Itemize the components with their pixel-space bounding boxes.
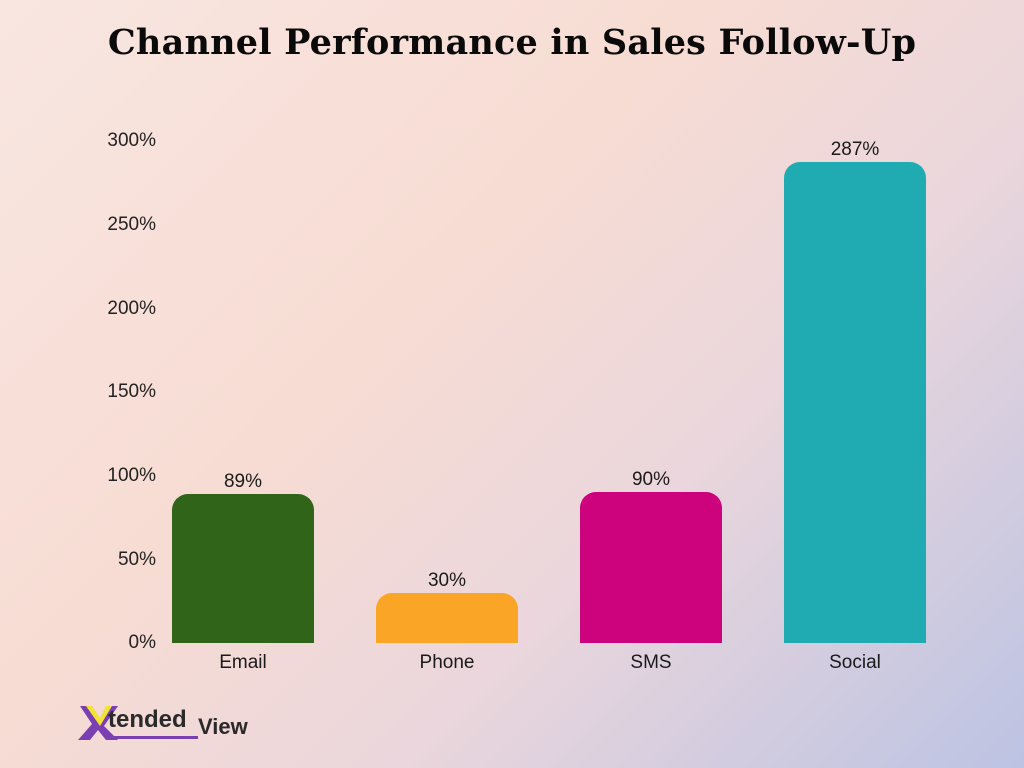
logo-underline bbox=[108, 736, 198, 739]
y-tick: 150% bbox=[107, 381, 156, 402]
y-tick: 50% bbox=[117, 549, 156, 570]
y-tick: 250% bbox=[107, 214, 156, 235]
value-label-sms: 90% bbox=[631, 469, 671, 490]
x-label-social: Social bbox=[829, 652, 881, 673]
bar-email bbox=[172, 494, 314, 643]
y-tick: 300% bbox=[107, 130, 156, 151]
value-label-social: 287% bbox=[830, 139, 880, 160]
x-mark-icon bbox=[78, 706, 118, 740]
bar-social bbox=[784, 162, 926, 643]
y-tick: 0% bbox=[128, 632, 156, 653]
value-label-phone: 30% bbox=[427, 570, 467, 591]
x-label-sms: SMS bbox=[630, 652, 672, 673]
value-label-email: 89% bbox=[223, 471, 263, 492]
bar-sms bbox=[580, 492, 722, 643]
y-tick: 100% bbox=[107, 465, 156, 486]
logo-text-view: View bbox=[198, 714, 248, 739]
logo-text-tended: tended bbox=[108, 706, 187, 733]
x-label-phone: Phone bbox=[419, 652, 475, 673]
y-tick: 200% bbox=[107, 298, 156, 319]
x-label-email: Email bbox=[219, 652, 267, 673]
chart-title: Channel Performance in Sales Follow-Up bbox=[107, 22, 917, 63]
bar-phone bbox=[376, 593, 518, 643]
